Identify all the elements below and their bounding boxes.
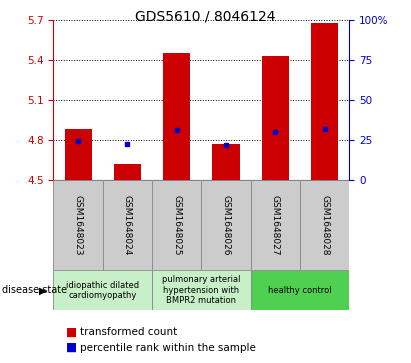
Bar xyxy=(251,270,349,310)
Bar xyxy=(201,180,251,270)
Bar xyxy=(65,129,92,180)
Text: ■: ■ xyxy=(66,326,77,339)
Text: GSM1648027: GSM1648027 xyxy=(271,195,280,255)
Bar xyxy=(262,56,289,180)
Text: transformed count: transformed count xyxy=(80,327,178,337)
Text: pulmonary arterial
hypertension with
BMPR2 mutation: pulmonary arterial hypertension with BMP… xyxy=(162,276,240,305)
Bar xyxy=(311,23,338,180)
Bar xyxy=(152,180,201,270)
Text: percentile rank within the sample: percentile rank within the sample xyxy=(80,343,256,353)
Bar xyxy=(103,180,152,270)
Bar xyxy=(152,270,251,310)
Text: ▶: ▶ xyxy=(39,285,47,295)
Bar xyxy=(163,53,190,180)
Text: GSM1648024: GSM1648024 xyxy=(123,195,132,255)
Text: GSM1648026: GSM1648026 xyxy=(222,195,231,255)
Bar xyxy=(251,180,300,270)
Text: GSM1648023: GSM1648023 xyxy=(74,195,83,255)
Bar xyxy=(53,180,103,270)
Text: ■: ■ xyxy=(66,341,77,354)
Text: GSM1648028: GSM1648028 xyxy=(320,195,329,255)
Bar xyxy=(114,164,141,180)
Bar xyxy=(53,270,152,310)
Bar xyxy=(300,180,349,270)
Text: GSM1648025: GSM1648025 xyxy=(172,195,181,255)
Text: disease state: disease state xyxy=(2,285,67,295)
Text: healthy control: healthy control xyxy=(268,286,332,295)
Bar xyxy=(212,144,240,180)
Text: idiopathic dilated
cardiomyopathy: idiopathic dilated cardiomyopathy xyxy=(66,281,139,300)
Text: GDS5610 / 8046124: GDS5610 / 8046124 xyxy=(135,9,276,23)
